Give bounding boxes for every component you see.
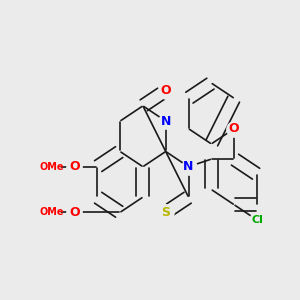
- Text: N: N: [183, 160, 194, 173]
- Text: OMe: OMe: [39, 207, 64, 217]
- Text: Cl: Cl: [251, 215, 263, 225]
- Text: O: O: [69, 160, 80, 173]
- Text: O: O: [160, 84, 171, 97]
- Text: S: S: [161, 206, 170, 219]
- Text: OMe: OMe: [39, 162, 64, 172]
- Text: O: O: [69, 206, 80, 219]
- Text: N: N: [160, 115, 171, 128]
- Text: O: O: [229, 122, 239, 135]
